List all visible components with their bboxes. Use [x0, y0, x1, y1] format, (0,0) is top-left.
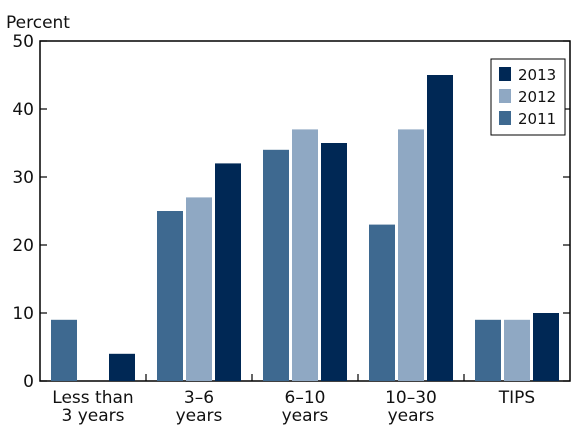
y-tick-label: 40 [12, 100, 34, 120]
legend: 2013 2012 2011 [490, 58, 566, 136]
bar-2013 [533, 313, 559, 381]
bars [51, 75, 559, 381]
y-tick-label: 30 [12, 168, 34, 188]
bar-2012 [292, 129, 318, 381]
bar-2012 [186, 197, 212, 381]
x-tick-label: Less than 3 years [52, 388, 133, 426]
y-tick-label: 0 [23, 372, 34, 392]
y-tick-label: 50 [12, 32, 34, 52]
y-axis-label: Percent [6, 13, 70, 33]
y-axis-ticks: 0 10 20 30 40 50 [12, 32, 570, 392]
bar-2012 [398, 129, 424, 381]
bar-2013 [109, 353, 135, 381]
y-tick-label: 10 [12, 304, 34, 324]
legend-swatch-2013 [499, 67, 511, 81]
legend-swatch-2011 [499, 111, 511, 125]
legend-swatch-2012 [499, 89, 511, 103]
legend-label-2012: 2012 [518, 88, 556, 106]
bar-2013 [427, 75, 453, 381]
x-tick-label: 6–10 years [282, 388, 329, 426]
x-axis-labels: Less than 3 years 3–6 years 6–10 years 10–30 ye… [52, 374, 535, 426]
x-tick-label: 3–6 years [176, 388, 223, 426]
bar-2011 [263, 149, 289, 381]
y-tick-label: 20 [12, 236, 34, 256]
x-tick-label: TIPS [498, 388, 535, 408]
x-tick-label: 10–30 years [385, 388, 437, 426]
legend-label-2011: 2011 [518, 110, 556, 128]
bar-2011 [475, 319, 501, 381]
bar-2013 [321, 143, 347, 381]
bar-2012 [504, 319, 530, 381]
bar-2013 [215, 163, 241, 381]
bar-2011 [157, 211, 183, 381]
legend-label-2013: 2013 [518, 66, 556, 84]
bar-2011 [51, 319, 77, 381]
bar-2011 [369, 224, 395, 381]
